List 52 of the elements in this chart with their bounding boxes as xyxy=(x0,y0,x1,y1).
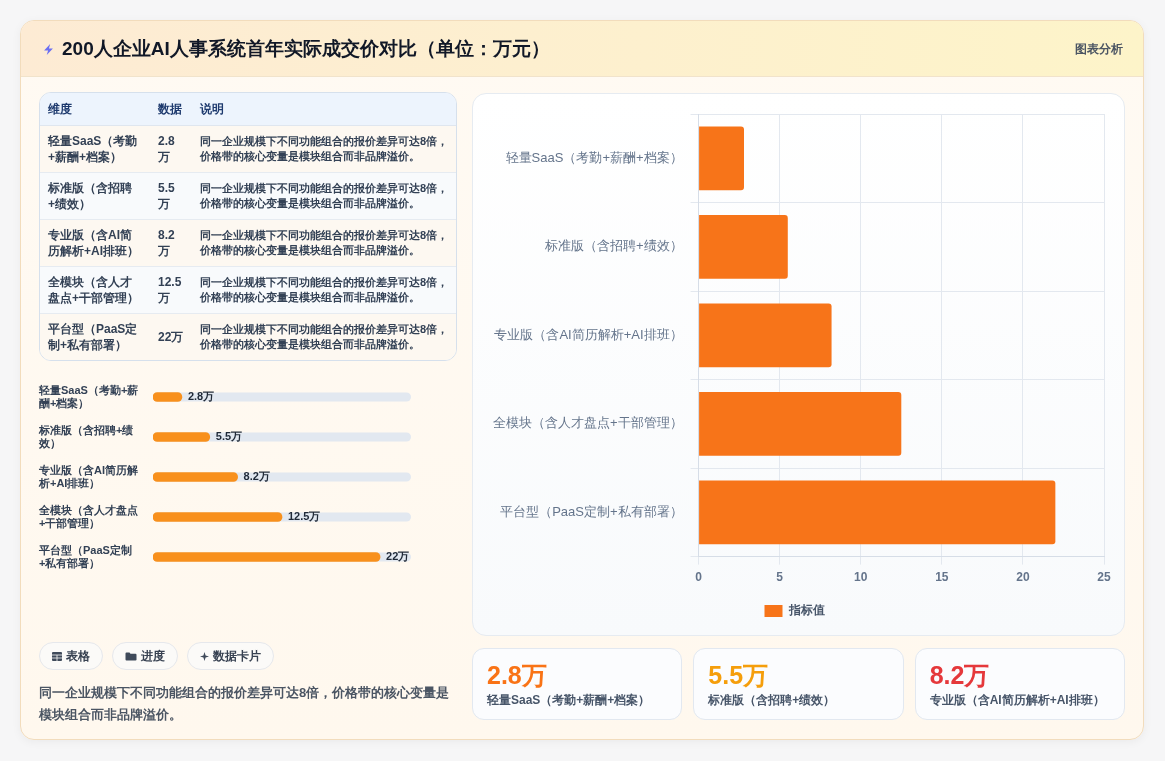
data-label: 5.5万 xyxy=(215,430,243,443)
y-tick-label: 轻量SaaS（考勤+薪酬+档案） xyxy=(505,149,683,165)
data-label: 12.5万 xyxy=(150,266,192,314)
view-tab[interactable]: 数据卡片 xyxy=(187,642,274,670)
data-label: 2.8万 xyxy=(150,125,192,173)
text: 标准版（含招聘+绩效） xyxy=(708,692,837,709)
x-tick-label: 0 xyxy=(695,570,703,585)
text: 维度 xyxy=(40,93,150,126)
y-tick-label: 平台型（PaaS定制+私有部署） xyxy=(39,543,133,571)
text: 专业版（含AI简历解析+AI排班） xyxy=(929,692,1106,709)
x-tick-label: 25 xyxy=(1097,570,1111,585)
text: 同一企业规模下不同功能组合的报价差异可达8倍，价格带的核心变量是模块组合而非品牌溢价。 xyxy=(192,125,456,173)
text: 5.5万 xyxy=(708,660,770,690)
text: 8.2万 xyxy=(929,660,991,690)
text: 2.8万 xyxy=(487,660,548,690)
data-label: 5.5万 xyxy=(150,172,192,220)
y-tick-label: 全模块（含人才盘点+干部管理） xyxy=(493,415,683,431)
y-tick-label: 专业版（含AI简历解析+AI排班） xyxy=(494,326,683,342)
x-tick-label: 10 xyxy=(854,570,868,585)
y-tick-label: 平台型（PaaS定制+私有部署） xyxy=(500,503,683,519)
y-tick-label: 专业版（含AI简历解析+AI排班） xyxy=(39,463,139,491)
text: 同一企业规模下不同功能组合的报价差异可达8倍，价格带的核心变量是模块组合而非品牌溢价。 xyxy=(192,172,456,220)
x-tick-label: 20 xyxy=(1016,570,1030,585)
text: 说明 xyxy=(192,93,456,126)
bar xyxy=(153,432,211,442)
data-label: 22万 xyxy=(157,329,185,346)
text: 图表分析 xyxy=(1075,41,1123,58)
data-label: 2.8万 xyxy=(187,390,215,403)
y-tick-label: 全模块（含人才盘点+干部管理） xyxy=(39,503,139,531)
bar xyxy=(699,126,744,191)
y-tick-label: 标准版（含招聘+绩效） xyxy=(544,238,683,254)
x-tick-label: 5 xyxy=(776,570,784,585)
bar xyxy=(699,303,832,368)
data-label: 22万 xyxy=(386,550,410,563)
bar xyxy=(699,214,788,279)
text: 同一企业规模下不同功能组合的报价差异可达8倍，价格带的核心变量是模块组合而非品牌溢价。 xyxy=(199,322,450,352)
view-tab[interactable]: 进度 xyxy=(112,642,178,670)
legend-label: 指标值 xyxy=(787,603,825,618)
text: 200人企业AI人事系统首年实际成交价对比（单位：万元） xyxy=(62,37,550,61)
view-tab[interactable]: 表格 xyxy=(39,642,103,670)
bar xyxy=(699,480,1056,545)
x-tick-label: 15 xyxy=(935,570,949,585)
text: 同一企业规模下不同功能组合的报价差异可达8倍，价格带的核心变量是模块组合而非品牌溢价。 xyxy=(192,266,456,314)
data-label: 12.5万 xyxy=(288,510,321,523)
data-label: 8.2万 xyxy=(243,470,270,483)
y-tick-label: 轻量SaaS（考勤+薪酬+档案） xyxy=(39,383,140,411)
bar xyxy=(699,391,902,456)
y-tick-label: 标准版（含招聘+绩效） xyxy=(39,423,135,451)
text: 同一企业规模下不同功能组合的报价差异可达8倍，价格带的核心变量是模块组合而非品牌溢价。 xyxy=(192,219,456,267)
text: 数据 xyxy=(150,93,192,126)
data-label: 8.2万 xyxy=(150,219,192,267)
text: 同一企业规模下不同功能组合的报价差异可达8倍，价格带的核心变量是模块组合而非品牌溢价。 xyxy=(39,684,451,724)
